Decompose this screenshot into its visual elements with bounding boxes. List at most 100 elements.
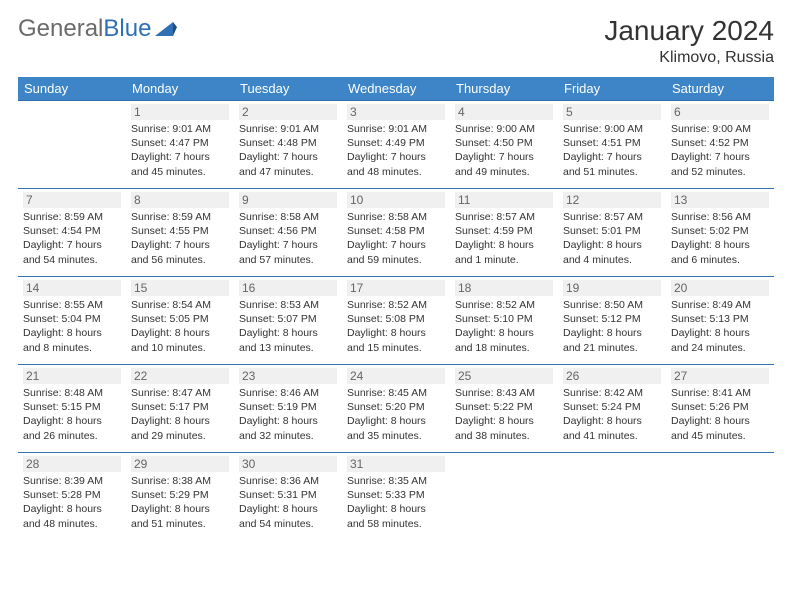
calendar-day-cell: 5Sunrise: 9:00 AMSunset: 4:51 PMDaylight… (558, 101, 666, 189)
sunset-line: Sunset: 5:26 PM (671, 400, 769, 414)
sunrise-line: Sunrise: 8:45 AM (347, 386, 445, 400)
daylight-line: Daylight: 7 hours and 59 minutes. (347, 238, 445, 266)
sunrise-line: Sunrise: 9:01 AM (347, 122, 445, 136)
sunset-line: Sunset: 4:49 PM (347, 136, 445, 150)
sunset-line: Sunset: 5:29 PM (131, 488, 229, 502)
calendar-day-cell: 22Sunrise: 8:47 AMSunset: 5:17 PMDayligh… (126, 365, 234, 453)
calendar-day-cell: 10 Sunrise: 8:58 AMSunset: 4:58 PMDayligh… (342, 189, 450, 277)
sunset-line: Sunset: 5:10 PM (455, 312, 553, 326)
sunrise-line: Sunrise: 8:48 AM (23, 386, 121, 400)
sunset-line: Sunset: 4:51 PM (563, 136, 661, 150)
day-number: 17 (347, 280, 445, 296)
sunset-line: Sunset: 5:04 PM (23, 312, 121, 326)
sunrise-line: Sunrise: 9:00 AM (455, 122, 553, 136)
calendar-day-cell: 29Sunrise: 8:38 AMSunset: 5:29 PMDayligh… (126, 453, 234, 541)
calendar-day-cell: 4Sunrise: 9:00 AMSunset: 4:50 PMDaylight… (450, 101, 558, 189)
day-number: 15 (131, 280, 229, 296)
weekday-header: Friday (558, 77, 666, 101)
day-number: 10 (347, 192, 445, 208)
day-number: 21 (23, 368, 121, 384)
daylight-line: Daylight: 8 hours and 26 minutes. (23, 414, 121, 442)
sunrise-line: Sunrise: 8:54 AM (131, 298, 229, 312)
sunrise-line: Sunrise: 8:49 AM (671, 298, 769, 312)
sunset-line: Sunset: 5:12 PM (563, 312, 661, 326)
calendar-day-cell: 7Sunrise: 8:59 AMSunset: 4:54 PMDaylight… (18, 189, 126, 277)
calendar-day-cell: 3 Sunrise: 9:01 AMSunset: 4:49 PMDaylight… (342, 101, 450, 189)
sunrise-line: Sunrise: 9:00 AM (563, 122, 661, 136)
calendar-day-cell: 18Sunrise: 8:52 AMSunset: 5:10 PMDayligh… (450, 277, 558, 365)
sunset-line: Sunset: 5:28 PM (23, 488, 121, 502)
calendar-day-cell: 25Sunrise: 8:43 AMSunset: 5:22 PMDayligh… (450, 365, 558, 453)
sunrise-line: Sunrise: 8:52 AM (347, 298, 445, 312)
sunrise-line: Sunrise: 8:58 AM (347, 210, 445, 224)
daylight-line: Daylight: 7 hours and 45 minutes. (131, 150, 229, 178)
day-number: 25 (455, 368, 553, 384)
day-number: 16 (239, 280, 337, 296)
calendar-day-cell: 15Sunrise: 8:54 AMSunset: 5:05 PMDayligh… (126, 277, 234, 365)
location: Klimovo, Russia (604, 49, 774, 67)
daylight-line: Daylight: 8 hours and 45 minutes. (671, 414, 769, 442)
day-number: 22 (131, 368, 229, 384)
day-number: 19 (563, 280, 661, 296)
weekday-header: Thursday (450, 77, 558, 101)
sunset-line: Sunset: 5:20 PM (347, 400, 445, 414)
day-number: 27 (671, 368, 769, 384)
calendar-day-cell: 21 Sunrise: 8:48 AMSunset: 5:15 PMDayligh… (18, 365, 126, 453)
header: GeneralBlue January 2024 Klimovo, Russia (18, 15, 774, 67)
sunrise-line: Sunrise: 9:01 AM (131, 122, 229, 136)
sunset-line: Sunset: 5:17 PM (131, 400, 229, 414)
daylight-line: Daylight: 8 hours and 10 minutes. (131, 326, 229, 354)
calendar-day-cell: 27Sunrise: 8:41 AMSunset: 5:26 PMDayligh… (666, 365, 774, 453)
sunset-line: Sunset: 4:59 PM (455, 224, 553, 238)
calendar-day-cell: 16Sunrise: 8:53 AMSunset: 5:07 PMDayligh… (234, 277, 342, 365)
day-number: 24 (347, 368, 445, 384)
sunset-line: Sunset: 4:58 PM (347, 224, 445, 238)
calendar-day-cell: 31Sunrise: 8:35 AMSunset: 5:33 PMDayligh… (342, 453, 450, 541)
daylight-line: Daylight: 7 hours and 49 minutes. (455, 150, 553, 178)
day-number: 29 (131, 456, 229, 472)
sunset-line: Sunset: 4:48 PM (239, 136, 337, 150)
sunrise-line: Sunrise: 8:56 AM (671, 210, 769, 224)
sunset-line: Sunset: 4:47 PM (131, 136, 229, 150)
calendar-page: GeneralBlue January 2024 Klimovo, Russia… (0, 0, 792, 612)
daylight-line: Daylight: 8 hours and 29 minutes. (131, 414, 229, 442)
sunset-line: Sunset: 5:02 PM (671, 224, 769, 238)
daylight-line: Daylight: 7 hours and 57 minutes. (239, 238, 337, 266)
sunset-line: Sunset: 5:33 PM (347, 488, 445, 502)
daylight-line: Daylight: 8 hours and 41 minutes. (563, 414, 661, 442)
day-number: 3 (347, 104, 445, 120)
calendar-day-cell: 19Sunrise: 8:50 AMSunset: 5:12 PMDayligh… (558, 277, 666, 365)
day-number: 7 (23, 192, 121, 208)
sunset-line: Sunset: 5:01 PM (563, 224, 661, 238)
weekday-header: Monday (126, 77, 234, 101)
sunrise-line: Sunrise: 9:01 AM (239, 122, 337, 136)
calendar-week-row: 28 Sunrise: 8:39 AMSunset: 5:28 PM Dayligh… (18, 453, 774, 541)
day-number: 2 (239, 104, 337, 120)
sunset-line: Sunset: 4:54 PM (23, 224, 121, 238)
weekday-header: Sunday (18, 77, 126, 101)
daylight-line: Daylight: 7 hours and 48 minutes. (347, 150, 445, 178)
sunset-line: Sunset: 5:19 PM (239, 400, 337, 414)
calendar-day-cell (558, 453, 666, 541)
day-number: 12 (563, 192, 661, 208)
sunset-line: Sunset: 4:56 PM (239, 224, 337, 238)
weekday-header: Wednesday (342, 77, 450, 101)
sunrise-line: Sunrise: 8:52 AM (455, 298, 553, 312)
daylight-line: Daylight: 7 hours and 47 minutes. (239, 150, 337, 178)
calendar-table: Sunday Monday Tuesday Wednesday Thursday… (18, 77, 774, 541)
calendar-week-row: 1Sunrise: 9:01 AMSunset: 4:47 PMDaylight… (18, 101, 774, 189)
daylight-line: Daylight: 8 hours and 18 minutes. (455, 326, 553, 354)
sunset-line: Sunset: 5:15 PM (23, 400, 121, 414)
daylight-line: Daylight: 8 hours and 54 minutes. (239, 502, 337, 530)
sunset-line: Sunset: 4:50 PM (455, 136, 553, 150)
calendar-week-row: 14Sunrise: 8:55 AMSunset: 5:04 PMDayligh… (18, 277, 774, 365)
day-number: 8 (131, 192, 229, 208)
sunrise-line: Sunrise: 8:43 AM (455, 386, 553, 400)
calendar-day-cell: 8Sunrise: 8:59 AMSunset: 4:55 PMDaylight… (126, 189, 234, 277)
sunrise-line: Sunrise: 8:59 AM (23, 210, 121, 224)
day-number: 14 (23, 280, 121, 296)
weekday-header-row: Sunday Monday Tuesday Wednesday Thursday… (18, 77, 774, 101)
day-number: 28 (23, 456, 121, 472)
calendar-day-cell: 20Sunrise: 8:49 AMSunset: 5:13 PMDayligh… (666, 277, 774, 365)
sunrise-line: Sunrise: 8:39 AM (23, 474, 121, 488)
